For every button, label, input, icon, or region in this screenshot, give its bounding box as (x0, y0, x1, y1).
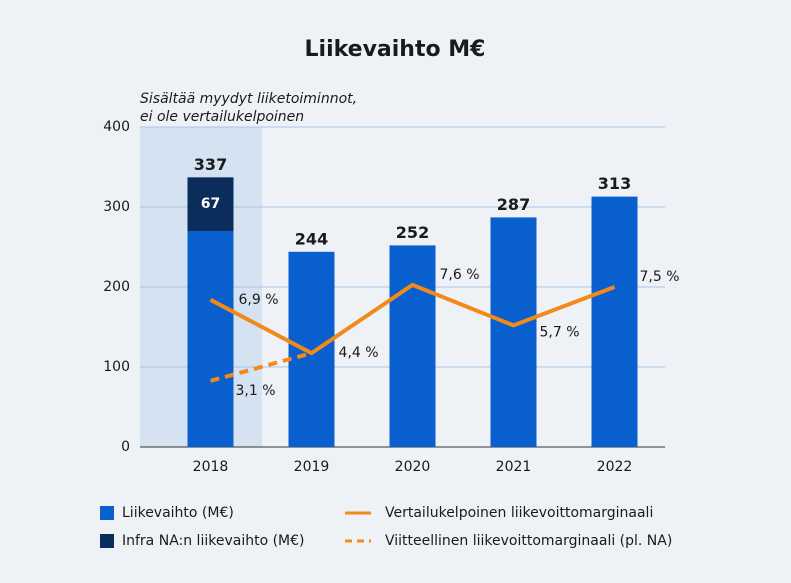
x-tick-label: 2021 (496, 459, 532, 475)
line-value-label: 4,4 % (338, 345, 378, 361)
chart-title: Liikevaihto M€ (305, 37, 486, 62)
bar-segment (187, 177, 234, 231)
annotation: Sisältää myydyt liiketoiminnot, (140, 91, 357, 107)
line-value-label: 7,6 % (439, 267, 479, 283)
bar (288, 251, 335, 447)
x-tick-label: 2020 (395, 459, 431, 475)
x-tick-label: 2018 (193, 459, 229, 475)
bar-value-label: 252 (396, 223, 429, 242)
y-tick-label: 100 (103, 359, 130, 375)
y-tick-label: 400 (103, 119, 130, 135)
bar-value-label: 337 (194, 155, 227, 174)
annotation: ei ole vertailukelpoinen (140, 109, 304, 125)
y-tick-label: 200 (103, 279, 130, 295)
line-value-label: 6,9 % (238, 292, 278, 308)
bar-value-label: 313 (598, 174, 631, 193)
bar (490, 217, 537, 447)
bar-value-label: 287 (497, 195, 530, 214)
line (209, 282, 616, 356)
legend-label: Liikevaihto (M€) (122, 505, 234, 521)
legend-swatch (100, 506, 114, 520)
line-value-label: 5,7 % (539, 324, 579, 340)
x-tick-label: 2019 (294, 459, 330, 475)
y-tick-label: 0 (121, 439, 130, 455)
segment-value-label: 67 (201, 196, 220, 212)
line-value-label: 3,1 % (235, 383, 275, 399)
legend-label: Infra NA:n liikevaihto (M€) (122, 533, 305, 549)
legend-label: Viitteellinen liikevoittomarginaali (pl.… (385, 533, 672, 549)
bar-value-label: 244 (295, 229, 328, 248)
line (209, 351, 313, 383)
legend-label: Vertailukelpoinen liikevoittomarginaali (385, 505, 653, 521)
bar (389, 245, 436, 447)
line-value-label: 7,5 % (639, 269, 679, 285)
bar (591, 196, 638, 447)
legend-swatch (100, 534, 114, 548)
y-tick-label: 300 (103, 199, 130, 215)
x-tick-label: 2022 (597, 459, 633, 475)
